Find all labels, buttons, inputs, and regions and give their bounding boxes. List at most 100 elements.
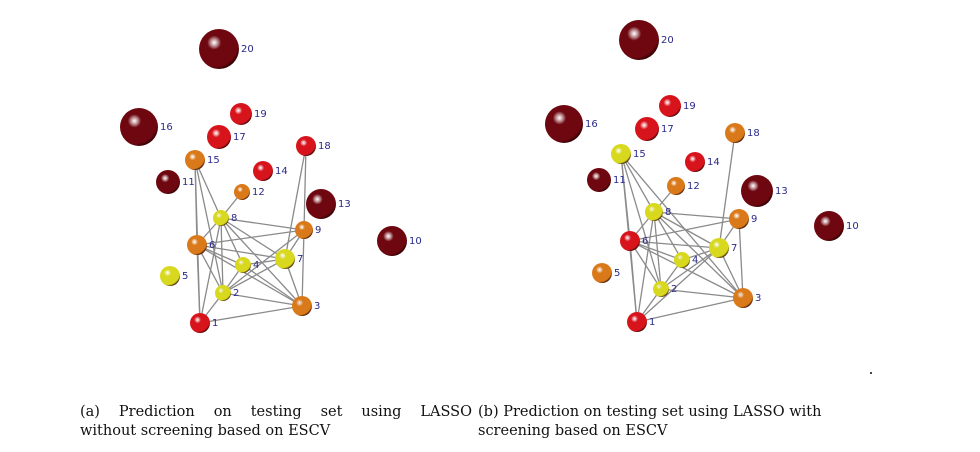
panel-a-node-4-sphere [235,257,251,273]
panel-a-node-17-sphere [207,125,231,149]
stray-mark [870,372,872,374]
panel-b-node-14-label: 14 [707,157,720,168]
panel-a-node-7-label: 7 [297,254,303,265]
panel-b-node-5: 5 [592,263,620,283]
panel-a-edge-2-7 [222,258,286,294]
panel-b-node-9: 9 [729,209,757,229]
panel-a-node-9-label: 9 [315,225,321,236]
panel-a-edge-1-3 [199,305,303,324]
panel-a-node-10-label: 10 [409,236,422,247]
panel-b-node-17-sphere [635,117,659,141]
panel-a-edge-7-18 [284,145,307,260]
panel-a-node-14: 14 [253,161,288,181]
panel-b-node-6-sphere [620,231,640,251]
panel-a-node-3-label: 3 [314,301,320,312]
panel-a-node-18-label: 18 [318,141,331,152]
panel-a-node-18: 18 [296,136,331,156]
panel-b-node-4-label: 4 [692,255,698,266]
panel-a-node-17-label: 17 [233,132,246,143]
panel-b-node-9-sphere [729,209,749,229]
panel-b-node-13-sphere [741,175,773,207]
panel-b-node-15-label: 15 [633,149,646,160]
panel-a-node-9-sphere [295,221,313,239]
panel-b-node-14-sphere [685,152,705,172]
panel-a-node-1-label: 1 [212,318,218,329]
panel-a-edge-9-18 [303,145,307,231]
panel-b-node-1: 1 [627,312,655,332]
panel-a-node-16-sphere [120,108,158,146]
panel-a-edge-15-2 [194,159,224,294]
panel-b-node-7: 7 [709,238,737,258]
panel-b-node-11: 11 [587,168,626,192]
panel-a-node-8-sphere [213,210,229,226]
panel-a-node-15-label: 15 [207,155,220,166]
panel-b-node-4-sphere [674,252,690,268]
panel-a-node-13-sphere [306,189,336,219]
panel-a-node-6-sphere [187,235,207,255]
caption-a-line-1: (a) Prediction on testing set using LASS… [80,404,472,420]
panel-a-node-1: 1 [190,313,218,333]
panel-b-node-3-sphere [733,288,753,308]
panel-b-node-20-sphere [619,20,659,60]
panel-b-node-12-label: 12 [687,181,700,192]
panel-b-node-20-label: 20 [661,35,674,46]
panel-a-node-6: 6 [187,235,215,255]
panel-a-node-6-label: 6 [209,240,215,251]
panel-a-edge-4-8 [220,217,244,266]
caption-b-line-2: screening based on ESCV [478,423,668,439]
panel-a-node-5-label: 5 [182,271,188,282]
panel-a-node-18-sphere [296,136,316,156]
panel-b-node-8: 8 [645,203,671,221]
panel-b-node-10-sphere [814,211,844,241]
panel-a-edge-6-7 [196,244,286,260]
panel-b-node-2: 2 [653,281,677,297]
panel-b-node-5-label: 5 [614,268,620,279]
panel-b-node-6: 6 [620,231,648,251]
panel-b-edge-7-8 [653,211,720,249]
panel-a-node-20-label: 20 [241,44,254,55]
panel-a-node-3: 3 [292,296,320,316]
panel-b-node-20: 20 [619,20,674,60]
panel-b-node-18-sphere [725,123,745,143]
panel-b-edge-2-7 [660,247,720,290]
panel-b-edge-15-2 [620,153,662,290]
panel-b-edge-4-8 [653,211,683,261]
panel-a-edge-3-4 [242,264,303,307]
panel-a-edge-3-9 [301,229,305,307]
panel-b-node-12-sphere [667,177,685,195]
panel-b-node-1-label: 1 [649,317,655,328]
panel-b-node-8-sphere [645,203,663,221]
panel-a-node-16-label: 16 [160,122,173,133]
panel-b-node-7-label: 7 [731,243,737,254]
panel-b-node-17-label: 17 [661,124,674,135]
panel-a-node-19-sphere [230,103,252,125]
panel-a-node-14-sphere [253,161,273,181]
panel-a-node-12-label: 12 [252,187,265,198]
panel-a-node-12: 12 [234,184,265,200]
panel-b-node-3: 3 [733,288,761,308]
panel-b-node-12: 12 [667,177,700,195]
panel-a-node-2-sphere [215,285,231,301]
panel-b-node-6-label: 6 [642,236,648,247]
panel-b-node-16-sphere [545,105,583,143]
panel-b-node-13: 13 [741,175,788,207]
caption-b: (b) Prediction on testing set using LASS… [478,403,878,441]
panel-b-node-16-label: 16 [585,119,598,130]
panel-b-edge-6-7 [629,240,720,249]
caption-b-line-1: (b) Prediction on testing set using LASS… [478,404,822,420]
panel-b-node-13-label: 13 [775,186,788,197]
panel-a-node-2-label: 2 [233,288,239,299]
panel-b-node-7-sphere [709,238,729,258]
panel-a-node-16: 16 [120,108,173,146]
panel-a-node-14-label: 14 [275,166,288,177]
panel-b-node-19-label: 19 [683,101,696,112]
panel-b-node-2-label: 2 [671,284,677,295]
caption-a: (a) Prediction on testing set using LASS… [80,403,472,441]
panel-b-edge-15-3 [620,153,744,299]
panel-b-node-19: 19 [659,95,696,117]
panel-a-node-15: 15 [185,150,220,170]
panel-a-edge-8-9 [220,217,305,231]
panel-b-edge-3-6 [629,240,744,299]
